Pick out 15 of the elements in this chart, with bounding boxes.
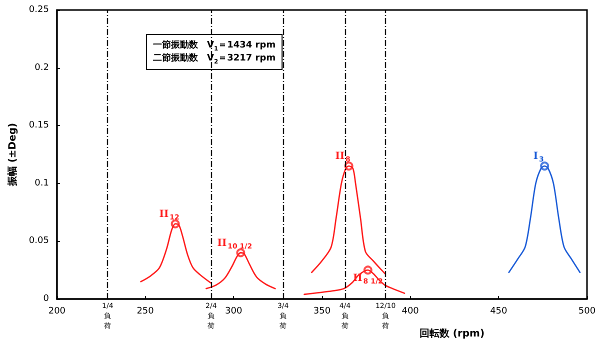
x-tick-label: 400 [402,306,420,316]
x-tick-label: 300 [225,306,242,316]
y-axis-title: 振幅 (±Deg) [6,122,18,188]
x-tick-label: 450 [490,306,508,316]
y-tick-label: 0.15 [28,120,49,131]
x-tick-label: 250 [136,306,154,316]
x-tick-label: 200 [48,306,66,316]
y-tick-label: 0.2 [34,62,49,73]
y-tick-label: 0.1 [34,178,49,188]
x-tick-label: 350 [313,306,331,316]
y-tick-label: 0.25 [28,5,49,15]
x-tick-label: 500 [578,306,596,316]
y-tick-label: 0 [43,294,50,304]
y-tick-label: 0.05 [28,236,49,246]
x-axis-title: 回転数 (rpm) [419,328,485,340]
